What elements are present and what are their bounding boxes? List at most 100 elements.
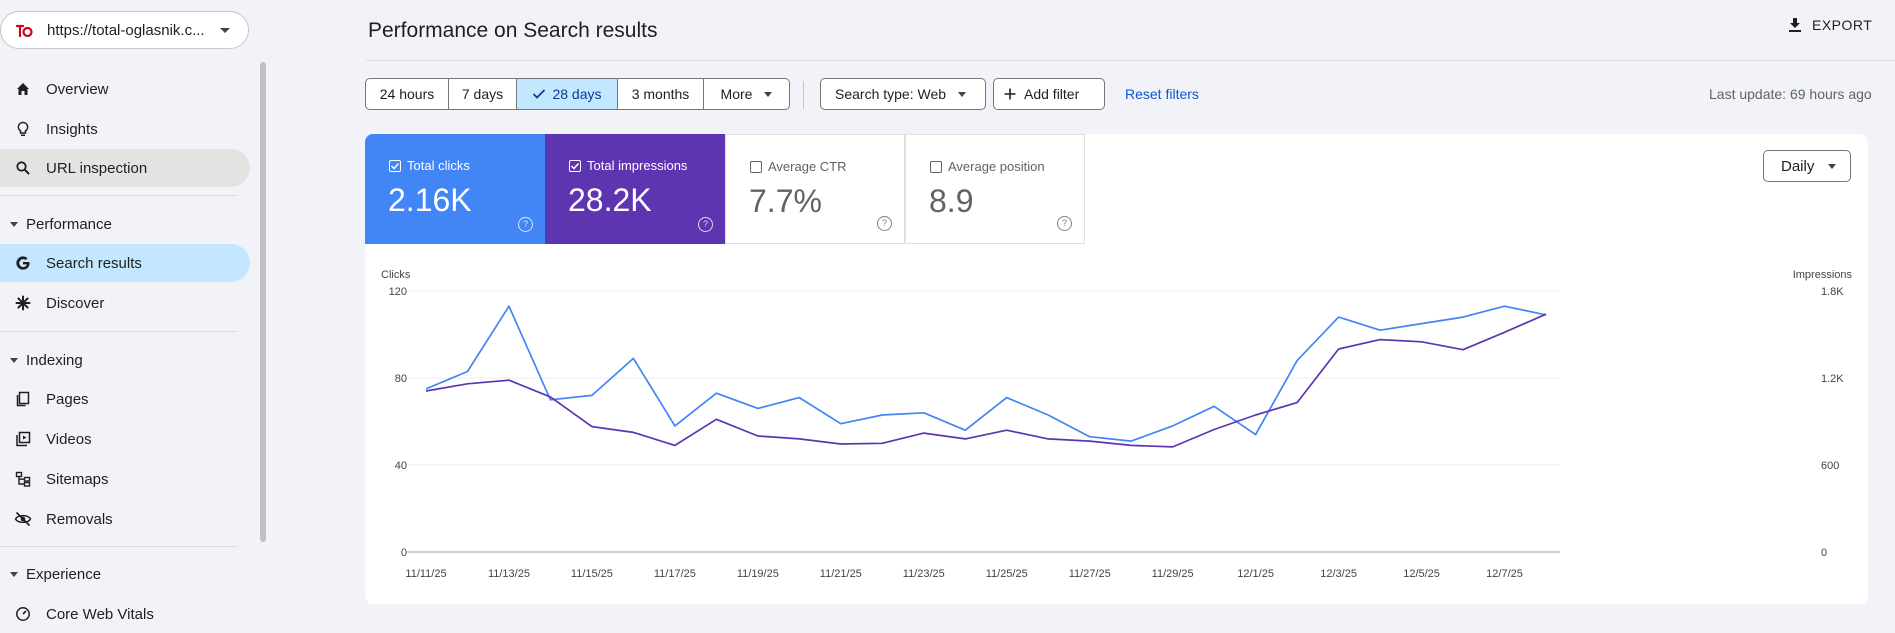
sidebar-item-core-web-vitals[interactable]: Core Web Vitals <box>0 595 250 633</box>
x-tick-label: 11/23/25 <box>903 568 945 580</box>
metric-total-impressions[interactable]: Total impressions 28.2K ? <box>545 134 725 244</box>
sidebar-item-label: Pages <box>46 390 89 408</box>
y-right-tick-label: 600 <box>1821 460 1839 472</box>
x-tick-label: 12/1/25 <box>1237 568 1274 580</box>
eye-off-icon <box>14 510 32 528</box>
series-line-impressions <box>425 313 1547 448</box>
range-label: More <box>720 86 753 102</box>
sidebar-item-label: Videos <box>46 430 92 448</box>
sidebar-item-videos[interactable]: Videos <box>0 420 250 458</box>
date-range-selector: 24 hours 7 days 28 days 3 months More <box>365 78 790 110</box>
series-line-clicks <box>425 305 1547 442</box>
property-selector[interactable]: https://total-oglasnik.c... <box>0 11 249 49</box>
section-title: Indexing <box>26 351 83 369</box>
metric-total-clicks[interactable]: Total clicks 2.16K ? <box>365 134 545 244</box>
sidebar-item-label: Discover <box>46 294 105 312</box>
range-label: 7 days <box>461 86 504 102</box>
sidebar-item-label: Search results <box>46 254 142 272</box>
range-label: 28 days <box>552 86 602 102</box>
metric-value: 28.2K <box>568 182 652 218</box>
sidebar-item-url-inspection[interactable]: URL inspection <box>0 149 250 187</box>
x-tick-label: 12/5/25 <box>1403 568 1440 580</box>
granularity-dropdown[interactable]: Daily <box>1763 150 1851 182</box>
chevron-down-icon <box>1828 163 1837 169</box>
sidebar-item-removals[interactable]: Removals <box>0 500 250 538</box>
check-icon <box>533 89 546 99</box>
reset-filters-link[interactable]: Reset filters <box>1125 86 1199 102</box>
metric-average-position[interactable]: Average position 8.9 ? <box>905 134 1085 244</box>
granularity-label: Daily <box>1781 157 1815 175</box>
x-tick-label: 11/27/25 <box>1069 568 1111 580</box>
section-performance[interactable]: Performance <box>0 209 240 239</box>
add-filter-button[interactable]: Add filter <box>993 78 1105 110</box>
section-indexing[interactable]: Indexing <box>0 345 240 375</box>
metric-label: Average CTR <box>768 159 847 174</box>
performance-card: Total clicks 2.16K ? Total impressions 2… <box>365 134 1868 604</box>
range-7-days[interactable]: 7 days <box>449 79 517 109</box>
range-24-hours[interactable]: 24 hours <box>366 79 449 109</box>
chevron-down-icon <box>764 91 773 97</box>
help-icon[interactable]: ? <box>518 217 533 232</box>
sidebar-item-label: URL inspection <box>46 159 148 177</box>
checkbox-checked-icon[interactable] <box>389 159 401 172</box>
y-right-tick-label: 0 <box>1821 547 1827 559</box>
search-type-label: Search type: Web <box>835 86 947 102</box>
lightbulb-icon <box>14 120 32 138</box>
divider <box>0 546 238 547</box>
pages-icon <box>14 390 32 408</box>
main-scrollbar[interactable] <box>1885 128 1895 622</box>
range-label: 3 months <box>631 86 690 102</box>
divider <box>0 195 238 196</box>
metric-label: Total clicks <box>407 158 470 173</box>
y-left-axis-title: Clicks <box>381 269 411 281</box>
caret-down-icon <box>10 571 18 577</box>
x-tick-label: 11/13/25 <box>488 568 530 580</box>
performance-chart: 0 40 80 120 0 600 1.2K 1.8K Clicks Impressions 11/… <box>381 269 1853 580</box>
add-filter-label: Add filter <box>1024 86 1080 102</box>
sidebar-scrollbar[interactable] <box>260 62 266 542</box>
help-icon[interactable]: ? <box>1057 216 1072 231</box>
checkbox-checked-icon[interactable] <box>569 159 581 172</box>
metric-label: Average position <box>948 159 1045 174</box>
sidebar-item-search-results[interactable]: Search results <box>0 244 250 282</box>
metric-value: 8.9 <box>929 183 974 219</box>
checkbox-unchecked-icon[interactable] <box>930 160 942 173</box>
page-title: Performance on Search results <box>368 19 658 42</box>
metric-value: 7.7% <box>749 183 822 219</box>
search-type-dropdown[interactable]: Search type: Web <box>820 78 986 110</box>
section-title: Performance <box>26 215 112 233</box>
sidebar-item-overview[interactable]: Overview <box>0 70 250 108</box>
caret-down-icon <box>10 357 18 363</box>
checkbox-unchecked-icon[interactable] <box>750 160 762 173</box>
sidebar-item-sitemaps[interactable]: Sitemaps <box>0 460 250 498</box>
x-tick-label: 11/15/25 <box>571 568 613 580</box>
range-3-months[interactable]: 3 months <box>618 79 704 109</box>
x-tick-label: 11/21/25 <box>820 568 862 580</box>
y-left-tick-label: 0 <box>401 547 407 559</box>
metric-average-ctr[interactable]: Average CTR 7.7% ? <box>725 134 905 244</box>
sidebar-item-label: Sitemaps <box>46 470 109 488</box>
sidebar: https://total-oglasnik.c... Overview Ins… <box>0 0 266 623</box>
range-label: 24 hours <box>379 86 435 102</box>
sidebar-item-discover[interactable]: Discover <box>0 284 250 322</box>
video-icon <box>14 430 32 448</box>
sidebar-item-pages[interactable]: Pages <box>0 380 250 418</box>
metric-value: 2.16K <box>388 182 472 218</box>
last-update-text: Last update: 69 hours ago <box>1709 86 1872 102</box>
x-tick-label: 11/17/25 <box>654 568 696 580</box>
search-icon <box>14 159 32 177</box>
sitemap-icon <box>14 470 32 488</box>
export-button[interactable]: EXPORT <box>1788 17 1872 33</box>
x-tick-label: 11/29/25 <box>1152 568 1194 580</box>
range-more-dropdown[interactable]: More <box>704 79 789 109</box>
sidebar-item-label: Removals <box>46 510 113 528</box>
x-tick-label: 12/7/25 <box>1486 568 1523 580</box>
help-icon[interactable]: ? <box>698 217 713 232</box>
range-28-days[interactable]: 28 days <box>517 79 618 109</box>
sidebar-item-insights[interactable]: Insights <box>0 110 250 148</box>
section-experience[interactable]: Experience <box>0 559 240 589</box>
divider <box>0 331 238 332</box>
help-icon[interactable]: ? <box>877 216 892 231</box>
divider <box>366 60 1895 61</box>
caret-down-icon <box>10 221 18 227</box>
